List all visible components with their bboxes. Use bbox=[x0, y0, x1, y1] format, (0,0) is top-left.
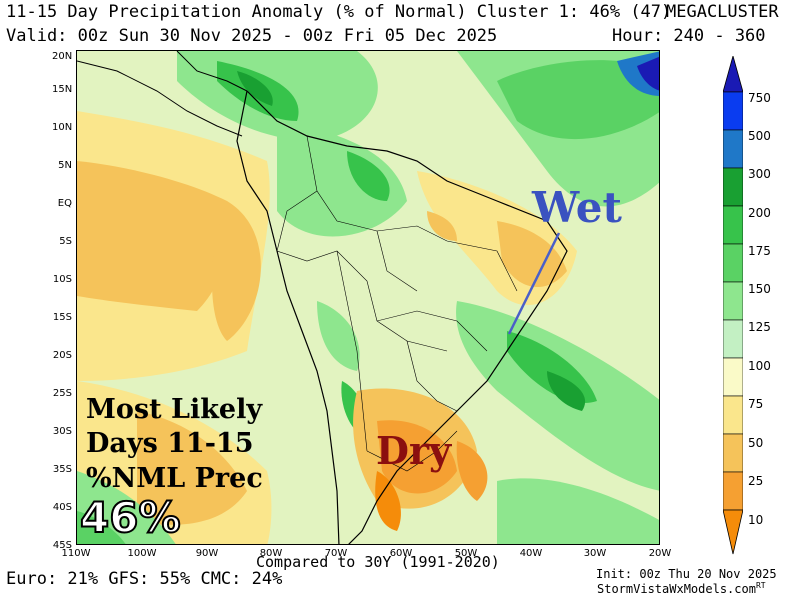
valid-period: Valid: 00z Sun 30 Nov 2025 - 00z Fri 05 … bbox=[6, 26, 498, 46]
atlantic-wet-max bbox=[637, 56, 659, 91]
colorbar-label: 200 bbox=[748, 206, 771, 220]
chart-title: 11-15 Day Precipitation Anomaly (% of No… bbox=[6, 2, 672, 22]
dry-label: Dry bbox=[376, 428, 452, 473]
pacific-dry-core bbox=[77, 161, 231, 311]
central-south-america-wet bbox=[317, 301, 360, 371]
map-canvas bbox=[77, 51, 659, 544]
colorbar-label: 300 bbox=[748, 167, 771, 181]
site-superscript: RT bbox=[755, 581, 766, 590]
country-borders bbox=[276, 135, 518, 472]
colorbar-swatch bbox=[722, 433, 744, 473]
lat-label: 15S bbox=[52, 312, 72, 323]
wet-label: Wet bbox=[532, 183, 622, 232]
colorbar-label: 10 bbox=[748, 513, 764, 527]
wet-pointer-line bbox=[507, 232, 561, 335]
precipitation-anomaly-map bbox=[76, 50, 660, 545]
lat-label: 30S bbox=[52, 426, 72, 437]
brand-label: MEGACLUSTER bbox=[666, 2, 779, 22]
colorbar-bottom-arrow bbox=[722, 509, 744, 555]
site-credit: StormVistaWxModels.comRT bbox=[597, 581, 766, 596]
colorbar-swatch bbox=[722, 357, 744, 397]
init-time: Init: 00z Thu 20 Nov 2025 bbox=[596, 567, 777, 581]
lon-label: 70W bbox=[324, 548, 348, 559]
summary-line-1: Most Likely bbox=[86, 394, 263, 425]
venezuela-wet-core bbox=[347, 151, 390, 201]
lat-label: 20S bbox=[52, 350, 72, 361]
lon-label: 110W bbox=[61, 548, 91, 559]
amazon-dry-spot bbox=[427, 211, 457, 241]
lat-label: 5N bbox=[58, 160, 72, 171]
lon-label: 20W bbox=[648, 548, 672, 559]
lon-label: 90W bbox=[195, 548, 219, 559]
lat-label: 45S bbox=[52, 540, 72, 551]
colorbar-label: 75 bbox=[748, 397, 764, 411]
argentina-dry-core bbox=[377, 420, 457, 494]
lat-label: 20N bbox=[52, 51, 73, 62]
colorbar-swatch bbox=[722, 205, 744, 245]
colorbar-swatch bbox=[722, 129, 744, 169]
colorbar-swatch bbox=[722, 91, 744, 131]
colorbar-swatch bbox=[722, 471, 744, 511]
lat-label: 5S bbox=[59, 236, 72, 247]
colorbar-top-arrow bbox=[722, 54, 744, 93]
colorbar-swatch bbox=[722, 319, 744, 359]
central-america-wet-core bbox=[237, 71, 273, 106]
site-name: StormVistaWxModels.com bbox=[597, 582, 756, 596]
atlantic-wet-band bbox=[497, 60, 659, 140]
colorbar bbox=[722, 54, 744, 556]
forecast-hour-range: Hour: 240 - 360 bbox=[612, 26, 766, 46]
colorbar-swatch bbox=[722, 281, 744, 321]
northeast-brazil-dry-core bbox=[497, 221, 567, 288]
lon-label: 60W bbox=[389, 548, 413, 559]
colorbar-label: 50 bbox=[748, 436, 764, 450]
colorbar-label: 175 bbox=[748, 244, 771, 258]
colorbar-label: 25 bbox=[748, 474, 764, 488]
colorbar-label: 100 bbox=[748, 359, 771, 373]
colorbar-label: 150 bbox=[748, 282, 771, 296]
colorbar-swatch bbox=[722, 395, 744, 435]
climatology-note: Compared to 30Y (1991-2020) bbox=[256, 553, 500, 571]
uruguay-dry-core bbox=[456, 441, 488, 501]
colorbar-label: 500 bbox=[748, 129, 771, 143]
colorbar-swatch bbox=[722, 167, 744, 207]
south-atlantic-wet bbox=[497, 478, 659, 544]
southern-pacific-dry bbox=[137, 411, 247, 525]
southwest-wet-core bbox=[77, 511, 126, 544]
lat-label: 40S bbox=[52, 502, 72, 513]
lon-label: 50W bbox=[454, 548, 478, 559]
patagonia-dry-max bbox=[375, 471, 401, 531]
lat-label: 35S bbox=[52, 464, 72, 475]
colorbar-label: 750 bbox=[748, 91, 771, 105]
lon-label: 40W bbox=[519, 548, 543, 559]
lat-label: 25S bbox=[52, 388, 72, 399]
lat-label: 10S bbox=[52, 274, 72, 285]
lon-label: 30W bbox=[583, 548, 607, 559]
summary-line-3: %NML Prec bbox=[86, 463, 263, 494]
cluster-percentage: 46% bbox=[79, 492, 182, 543]
lon-label: 80W bbox=[259, 548, 283, 559]
colorbar-svg bbox=[722, 54, 744, 555]
southeast-brazil-wet-max bbox=[547, 371, 586, 411]
colorbar-label: 125 bbox=[748, 320, 771, 334]
lat-label: 10N bbox=[52, 122, 73, 133]
lat-label: EQ bbox=[57, 198, 72, 209]
coastal-dry-zone bbox=[212, 201, 261, 341]
central-america-coastline bbox=[77, 51, 248, 137]
lat-label: 15N bbox=[52, 84, 73, 95]
summary-line-2: Days 11-15 bbox=[86, 428, 254, 459]
colorbar-swatch bbox=[722, 243, 744, 283]
model-weights: Euro: 21% GFS: 55% CMC: 24% bbox=[6, 569, 283, 589]
lon-label: 100W bbox=[127, 548, 157, 559]
south-america-coastline bbox=[236, 90, 568, 544]
